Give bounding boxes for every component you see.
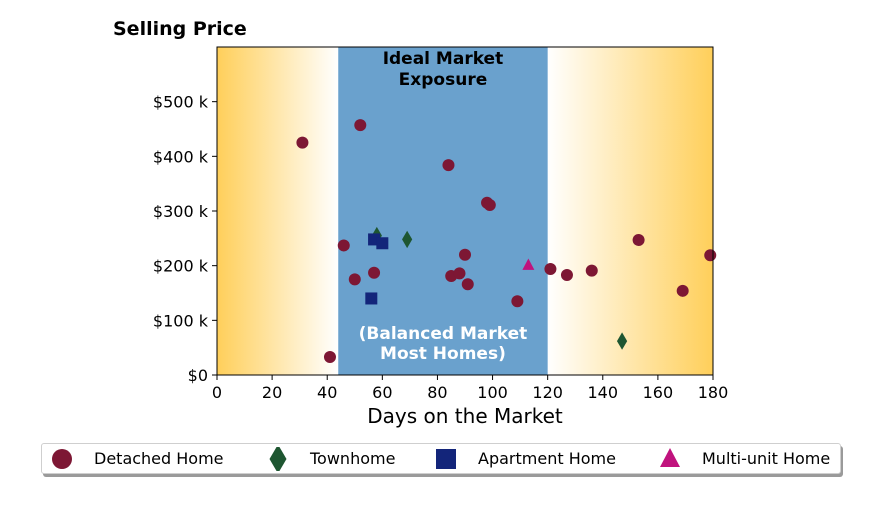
detached-home-point — [368, 266, 381, 279]
detached-home-point — [511, 295, 524, 308]
detached-home-point — [544, 262, 557, 275]
shaded-band — [338, 47, 548, 375]
legend-item-detached-home: Detached Home — [50, 444, 224, 473]
legend: Detached Home Townhome Apartment Home Multi… — [41, 443, 841, 474]
x-tick-label: 100 — [477, 383, 508, 402]
legend-label-townhome: Townhome — [310, 449, 396, 468]
legend-marker-detached-home — [52, 448, 72, 469]
band-label-bottom-0: (Balanced Market — [359, 324, 528, 344]
y-tick-label: $0 — [188, 366, 208, 385]
detached-home-point — [323, 350, 336, 363]
legend-symbol-multi-unit-home — [660, 447, 680, 467]
x-tick-label: 120 — [532, 383, 563, 402]
detached-home-point — [296, 136, 309, 149]
x-tick-label: 40 — [317, 383, 337, 402]
legend-item-townhome: Townhome — [266, 444, 395, 473]
detached-home-point — [632, 233, 645, 246]
legend-item-multi-unit-home: Multi-unit Home — [658, 444, 830, 473]
y-tick-label: $400 k — [153, 147, 209, 166]
detached-home-point — [442, 159, 455, 172]
detached-home-point — [459, 248, 471, 261]
legend-label-detached-home: Detached Home — [94, 449, 224, 468]
band-label-top-1: Exposure — [399, 70, 488, 90]
x-tick-label: 20 — [262, 383, 282, 402]
detached-home-point — [585, 264, 598, 277]
detached-home-point — [461, 278, 474, 291]
legend-symbol-apartment-home — [436, 448, 456, 469]
townhome-point — [616, 332, 628, 350]
legend-label-apartment-home: Apartment Home — [478, 449, 616, 468]
x-tick-label: 180 — [698, 383, 729, 402]
detached-home-point — [560, 268, 573, 281]
townhome-point — [402, 230, 413, 249]
x-tick-label: 60 — [372, 383, 392, 402]
x-tick-label: 80 — [427, 383, 447, 402]
detached-home-point — [483, 198, 496, 211]
gradient-left — [217, 47, 339, 375]
plot-background — [217, 47, 713, 375]
legend-symbol-detached-home — [52, 448, 72, 469]
x-axis: 0 20 40 60 80 100 120 140 160 180 — [212, 375, 728, 402]
y-tick-label: $100 k — [153, 311, 209, 330]
y-tick-label: $300 k — [153, 202, 209, 221]
y-tick-label: $200 k — [153, 257, 209, 276]
band-label-bottom-1: Most Homes) — [380, 344, 506, 364]
detached-home-point — [354, 119, 367, 132]
legend-marker-townhome — [269, 446, 287, 471]
legend-label-multi-unit-home: Multi-unit Home — [702, 449, 831, 468]
detached-home-point — [453, 267, 466, 280]
legend-symbol-townhome — [269, 446, 287, 471]
x-axis-label: Days on the Market — [367, 404, 563, 428]
legend-item-apartment-home: Apartment Home — [434, 444, 616, 473]
gradient-right — [547, 47, 713, 375]
apartment-home-point — [365, 292, 378, 305]
legend-marker-multi-unit-home — [660, 447, 680, 467]
multi-unit-home-point — [522, 258, 535, 270]
legend-marker-apartment-home — [436, 448, 456, 469]
x-tick-label: 0 — [212, 383, 222, 402]
x-tick-label: 140 — [588, 383, 619, 402]
detached-home-point — [348, 273, 361, 286]
chart-title: Selling Price — [113, 18, 247, 40]
detached-home-point — [337, 239, 350, 252]
band-label-top-0: Ideal Market — [383, 49, 504, 69]
detached-home-point — [704, 249, 717, 262]
detached-home-point — [676, 284, 689, 297]
apartment-home-point — [376, 237, 389, 250]
y-tick-label: $500 k — [153, 93, 209, 112]
y-axis: $0 $100 k $200 k $300 k $400 k $500 k — [153, 93, 217, 385]
x-tick-label: 160 — [643, 383, 674, 402]
data-points — [296, 119, 717, 363]
